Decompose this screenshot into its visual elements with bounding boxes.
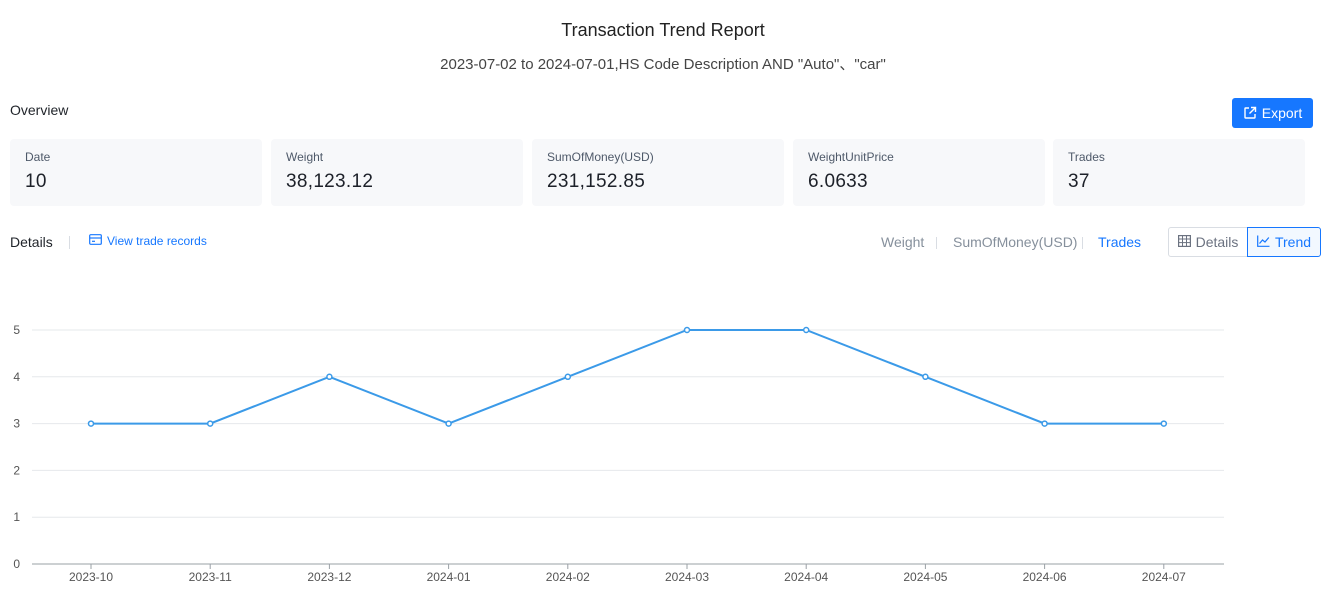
stat-label: Trades xyxy=(1068,150,1105,164)
export-icon xyxy=(1243,106,1257,120)
view-trade-records-link[interactable]: View trade records xyxy=(89,234,207,248)
y-tick-label: 4 xyxy=(13,370,20,384)
x-tick-label: 2024-01 xyxy=(427,570,471,584)
stat-card-date: Date 10 xyxy=(10,139,262,206)
grid-lines xyxy=(32,329,1224,565)
report-subtitle: 2023-07-02 to 2024-07-01,HS Code Descrip… xyxy=(440,56,886,73)
data-point xyxy=(445,420,452,427)
stat-label: SumOfMoney(USD) xyxy=(547,150,654,164)
trend-view-label: Trend xyxy=(1274,234,1312,250)
data-point xyxy=(87,420,95,427)
export-label: Export xyxy=(1261,105,1303,121)
data-point xyxy=(922,373,929,381)
view-trade-records-label: View trade records xyxy=(107,234,207,248)
stat-value: 10 xyxy=(25,171,47,192)
trend-view-button[interactable]: Trend xyxy=(1247,227,1321,257)
details-view-button[interactable]: Details xyxy=(1168,227,1248,257)
x-tick-label: 2024-05 xyxy=(903,570,947,584)
x-tick-label: 2024-07 xyxy=(1142,570,1186,584)
data-point xyxy=(683,326,691,334)
y-axis-ticks: 0 1 2 3 4 5 xyxy=(13,323,20,571)
tab-trades[interactable]: Trades xyxy=(1098,234,1142,250)
details-view-label: Details xyxy=(1195,234,1239,250)
table-icon xyxy=(1177,234,1191,250)
y-tick-label: 2 xyxy=(13,463,20,477)
overview-label: Overview xyxy=(10,102,69,118)
stat-card-trades: Trades 37 xyxy=(1053,139,1305,206)
tab-separator xyxy=(1082,237,1083,249)
stat-value: 231,152.85 xyxy=(547,171,646,192)
stat-card-weight: Weight 38,123.12 xyxy=(271,139,523,206)
stat-value: 38,123.12 xyxy=(286,171,374,192)
tab-weight[interactable]: Weight xyxy=(881,234,925,250)
stat-label: Date xyxy=(25,150,51,164)
data-point xyxy=(564,373,572,381)
details-divider xyxy=(69,236,70,249)
series-line xyxy=(91,329,1164,425)
tab-sum-of-money[interactable]: SumOfMoney(USD) xyxy=(953,234,1078,250)
series-line xyxy=(91,329,1164,425)
data-point xyxy=(206,420,214,427)
x-tick-label: 2023-10 xyxy=(69,570,113,584)
card-icon xyxy=(89,234,102,248)
line-chart-icon xyxy=(1257,234,1270,250)
x-tick-label: 2024-04 xyxy=(784,570,828,584)
y-tick-label: 0 xyxy=(13,557,20,571)
stat-card-sum-of-money: SumOfMoney(USD) 231,152.85 xyxy=(532,139,784,206)
data-point xyxy=(1041,420,1048,427)
view-toggle: Details Trend xyxy=(1168,227,1321,257)
x-tick-label: 2024-03 xyxy=(665,570,709,584)
x-axis-ticks: 2023-10 2023-11 2023-12 2024-01 2024-02 2024-… xyxy=(69,564,1186,584)
stat-label: WeightUnitPrice xyxy=(808,150,894,164)
data-point xyxy=(1160,420,1168,427)
data-points xyxy=(87,326,1168,427)
y-tick-label: 3 xyxy=(13,417,20,431)
y-tick-label: 5 xyxy=(13,323,20,337)
report-title: Transaction Trend Report xyxy=(561,20,765,40)
x-tick-label: 2023-12 xyxy=(307,570,351,584)
x-tick-label: 2024-02 xyxy=(546,570,590,584)
stat-value: 37 xyxy=(1068,171,1090,192)
details-label: Details xyxy=(10,234,53,250)
stat-value: 6.0633 xyxy=(808,171,868,192)
stat-label: Weight xyxy=(286,150,324,164)
data-point xyxy=(326,373,333,381)
data-point xyxy=(802,326,810,334)
x-tick-label: 2023-11 xyxy=(189,570,232,584)
trades-trend-chart: 0 1 2 3 4 5 2023-10 2023-11 2023-12 2024-01 2024-… xyxy=(13,323,1224,584)
tab-separator xyxy=(936,237,937,249)
y-tick-label: 1 xyxy=(13,510,20,524)
stat-card-weight-unit-price: WeightUnitPrice 6.0633 xyxy=(793,139,1045,206)
x-tick-label: 2024-06 xyxy=(1023,570,1067,584)
export-button[interactable]: Export xyxy=(1232,98,1313,128)
